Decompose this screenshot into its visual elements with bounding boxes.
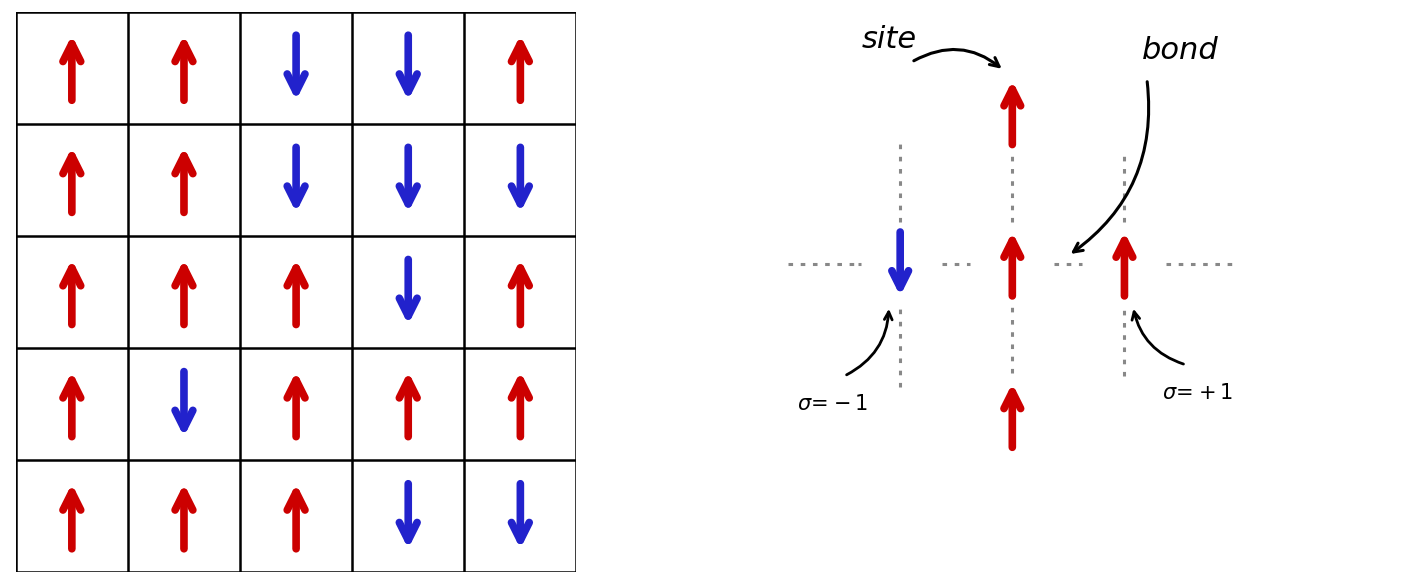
Text: $\sigma\!=\!+1$: $\sigma\!=\!+1$ xyxy=(1162,383,1232,403)
Text: $\sigma\!=\!-1$: $\sigma\!=\!-1$ xyxy=(798,394,869,414)
Text: site: site xyxy=(862,25,916,54)
Text: bond: bond xyxy=(1142,36,1218,65)
